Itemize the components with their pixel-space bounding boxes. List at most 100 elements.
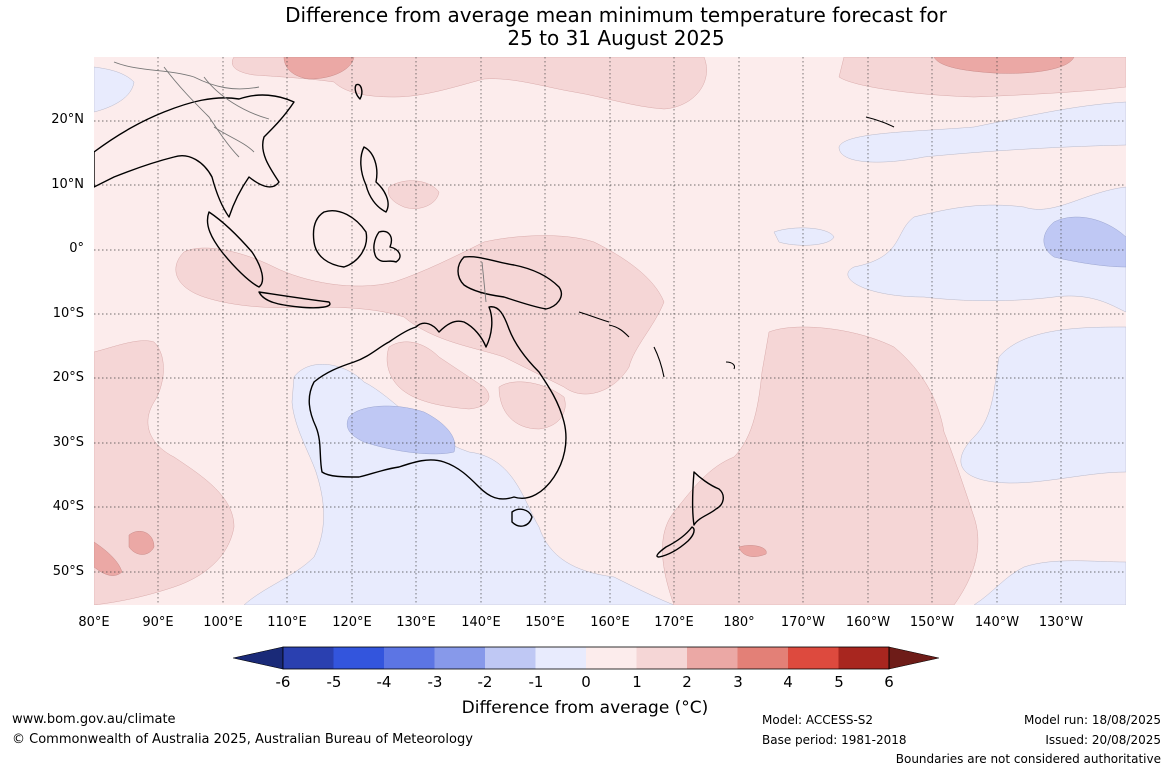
warm-anomaly-region-south-pacific	[662, 326, 979, 605]
java-coastline	[258, 291, 331, 309]
cool-anomaly-region-south-pacific-edge	[973, 560, 1126, 605]
lon-label-90e: 90°E	[142, 615, 174, 630]
base-period: Base period: 1981-2018	[762, 733, 907, 747]
colorbar-bin-neg4-neg3	[384, 647, 435, 669]
colorbar-outline	[282, 646, 890, 670]
lon-label-170w: 170°W	[780, 615, 826, 630]
warm-anomaly-core-southwest-edge	[94, 541, 123, 576]
colorbar-tick-neg2: -2	[477, 673, 493, 691]
colorbar-bin-neg3-neg2	[434, 647, 485, 669]
lat-label-50s: 50°S	[52, 564, 84, 579]
country-borders	[113, 61, 487, 303]
tasmania-coastline	[511, 508, 533, 527]
map-gridlines	[94, 57, 1126, 605]
philippines-coastline	[360, 146, 389, 213]
colorbar-tick-neg3: -3	[427, 673, 443, 691]
warm-anomaly-region-central-australia	[386, 341, 490, 410]
colorbar-bin-4-5	[788, 647, 839, 669]
colorbar-bin-neg6-neg5	[283, 647, 334, 669]
colorbar-tick-neg4: -4	[376, 673, 392, 691]
map-svg	[94, 57, 1126, 605]
colorbar	[232, 646, 940, 674]
colorbar-bin-5-6	[838, 647, 889, 669]
colorbar-extend-min	[232, 646, 284, 670]
colorbar-tick-neg5: -5	[326, 673, 342, 691]
lon-label-140w: 140°W	[974, 615, 1020, 630]
colorbar-label: Difference from average (°C)	[461, 698, 709, 718]
colorbar-bin-1-2	[636, 647, 687, 669]
cool-anomaly-region-southeast-pacific	[960, 326, 1126, 484]
australia-coastline	[308, 306, 567, 500]
lon-label-170e: 170°E	[654, 615, 694, 630]
title-line-1: Difference from average mean minimum tem…	[285, 3, 947, 27]
lon-label-130e: 130°E	[396, 615, 436, 630]
lon-label-100e: 100°E	[203, 615, 243, 630]
warm-anomaly-region-south-china-sea	[388, 180, 440, 209]
colorbar-tick-2: 2	[682, 673, 692, 691]
colorbar-bin-neg5-neg4	[333, 647, 384, 669]
cool-anomaly-region-east-pacific	[847, 186, 1126, 313]
colorbar-tick-6: 6	[884, 673, 894, 691]
warm-anomaly-region-coral-sea	[498, 381, 566, 430]
colorbar-tick-neg1: -1	[528, 673, 544, 691]
lat-label-20n: 20°N	[51, 112, 84, 127]
lon-label-110e: 110°E	[267, 615, 307, 630]
cool-anomaly-core-western-australia	[346, 405, 456, 455]
warm-anomaly-core-tasman-south	[738, 545, 767, 557]
title-line-2: 25 to 31 August 2025	[507, 26, 725, 50]
lon-label-120e: 120°E	[332, 615, 372, 630]
chart-title: Difference from average mean minimum tem…	[0, 4, 1173, 50]
colorbar-tick-4: 4	[783, 673, 793, 691]
new-zealand-south-island	[656, 526, 695, 558]
pacific-islands	[578, 116, 895, 378]
colorbar-bin-0-1	[586, 647, 637, 669]
colorbar-bin-2-3	[687, 647, 738, 669]
lon-label-180: 180°	[723, 615, 755, 630]
cool-anomaly-region-northwest	[94, 66, 135, 113]
cool-anomaly-region-central-pacific-small	[773, 227, 835, 246]
lat-label-equator: 0°	[69, 241, 84, 256]
lat-label-10n: 10°N	[51, 177, 84, 192]
model-name: Model: ACCESS-S2	[762, 713, 874, 727]
model-run-date: Model run: 18/08/2025	[1023, 713, 1161, 727]
lon-label-80e: 80°E	[78, 615, 110, 630]
issued-date: Issued: 20/08/2025	[1045, 733, 1161, 747]
lon-label-130w: 130°W	[1038, 615, 1084, 630]
new-guinea-coastline	[457, 255, 563, 310]
website-link[interactable]: www.bom.gov.au/climate	[12, 712, 176, 727]
lon-label-150w: 150°W	[909, 615, 955, 630]
lat-label-20s: 20°S	[52, 370, 84, 385]
colorbar-tick-1: 1	[632, 673, 642, 691]
southeast-asia-coastline	[94, 94, 295, 218]
lat-label-10s: 10°S	[52, 306, 84, 321]
sumatra-coastline	[206, 211, 264, 288]
copyright-text: © Commonwealth of Australia 2025, Austra…	[12, 732, 473, 747]
colorbar-bin-3-4	[737, 647, 788, 669]
colorbar-bin-neg2-neg1	[485, 647, 536, 669]
lon-label-150e: 150°E	[525, 615, 565, 630]
colorbar-extend-max	[888, 646, 940, 670]
lat-label-30s: 30°S	[52, 435, 84, 450]
lon-label-160e: 160°E	[590, 615, 630, 630]
forecast-map	[94, 57, 1126, 605]
colorbar-tick-0: 0	[581, 673, 591, 691]
cool-anomaly-region-north-pacific	[838, 101, 1126, 163]
lon-label-160w: 160°W	[845, 615, 891, 630]
colorbar-tick-5: 5	[834, 673, 844, 691]
warm-anomaly-region-north-subtropics	[231, 57, 707, 110]
taiwan-coastline	[354, 83, 363, 100]
colorbar-svg	[232, 646, 940, 670]
colorbar-bin-neg1-0	[535, 647, 586, 669]
coastlines	[94, 83, 724, 558]
lon-label-140e: 140°E	[461, 615, 501, 630]
borneo-coastline	[312, 210, 368, 268]
cool-anomaly-core-east-pacific	[1043, 216, 1126, 268]
colorbar-tick-neg6: -6	[275, 673, 291, 691]
boundaries-disclaimer: Boundaries are not considered authoritat…	[895, 752, 1161, 766]
warm-anomaly-core-southern-indian	[128, 531, 155, 555]
sulawesi-coastline	[373, 230, 401, 263]
warm-anomaly-core-north-asia	[283, 57, 355, 80]
colorbar-tick-3: 3	[733, 673, 743, 691]
lat-label-40s: 40°S	[52, 499, 84, 514]
new-zealand-north-island	[691, 471, 724, 526]
